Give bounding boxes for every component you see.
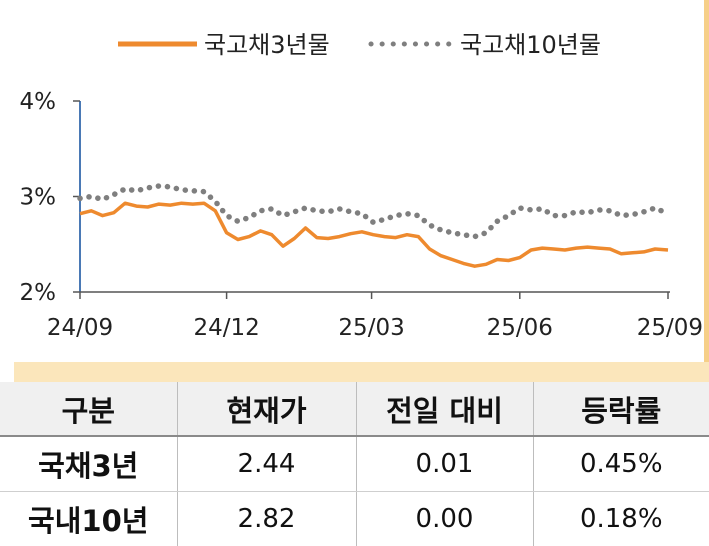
row-rate: 0.45%: [533, 436, 709, 492]
yield-table: 구분 현재가 전일 대비 등락률 국채3년 2.44 0.01 0.45% 국내…: [0, 382, 709, 546]
row-price: 2.82: [177, 492, 356, 546]
y-ticks: 4% 3% 2%: [20, 89, 81, 306]
chart-panel: 국고채3년물 국고채10년물 4% 3% 2% 24/09 24/12 25/03 25/…: [0, 0, 709, 362]
x-tick-label: 25/03: [338, 315, 404, 341]
row-name: 국내10년: [0, 492, 177, 546]
header-rate: 등락률: [533, 382, 709, 436]
series-layer: [80, 186, 668, 266]
header-price: 현재가: [177, 382, 356, 436]
x-tick-label: 24/09: [47, 315, 113, 341]
y-tick-label: 4%: [20, 89, 57, 115]
y-tick-label: 3%: [20, 185, 57, 211]
series-line-10y: [80, 186, 668, 237]
divider-band: [0, 362, 709, 382]
table-row: 국채3년 2.44 0.01 0.45%: [0, 436, 709, 492]
y-tick-label: 2%: [20, 280, 57, 306]
x-tick-label: 24/12: [193, 315, 259, 341]
row-change: 0.01: [356, 436, 533, 492]
header-change: 전일 대비: [356, 382, 533, 436]
legend-label-3y: 국고채3년물: [204, 31, 330, 59]
x-tick-label: 25/06: [487, 315, 553, 341]
legend: 국고채3년물 국고채10년물: [118, 31, 601, 59]
x-ticks: 24/09 24/12 25/03 25/06 25/09: [47, 292, 703, 341]
row-rate: 0.18%: [533, 492, 709, 546]
panel-edge: [704, 0, 709, 382]
row-change: 0.00: [356, 492, 533, 546]
legend-label-10y: 국고채10년물: [460, 31, 601, 59]
header-category: 구분: [0, 382, 177, 436]
line-chart: 국고채3년물 국고채10년물 4% 3% 2% 24/09 24/12 25/03 25/…: [0, 0, 709, 362]
row-name: 국채3년: [0, 436, 177, 492]
row-price: 2.44: [177, 436, 356, 492]
x-tick-label: 25/09: [637, 315, 703, 341]
table-header-row: 구분 현재가 전일 대비 등락률: [0, 382, 709, 436]
table-row: 국내10년 2.82 0.00 0.18%: [0, 492, 709, 546]
